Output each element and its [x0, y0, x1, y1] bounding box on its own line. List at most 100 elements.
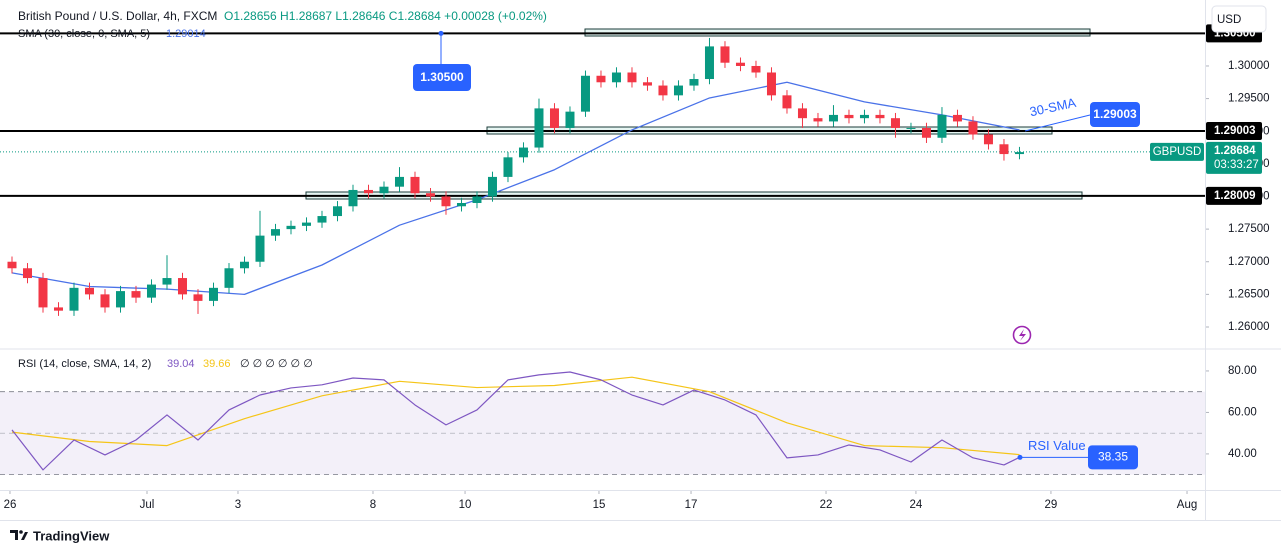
rsi-annotation: RSI Value	[1028, 438, 1086, 453]
candle-body	[766, 72, 776, 96]
level-axis-label: 1.28009	[1214, 190, 1256, 202]
rsi-legend: RSI (14, close, SMA, 14, 2)	[18, 358, 151, 370]
candle-body	[751, 65, 761, 73]
candle-body	[38, 278, 48, 308]
candle-body	[7, 261, 17, 269]
callout-box	[1090, 102, 1140, 127]
level-axis-box	[1206, 186, 1262, 205]
candle-body	[332, 206, 342, 217]
candle-body	[828, 114, 838, 122]
x-tick-label: Jul	[140, 499, 155, 511]
candle-body	[115, 291, 125, 308]
candle-body	[549, 108, 559, 128]
candle-body	[906, 127, 916, 129]
rsi-pane: 38.35 RSI Value	[0, 371, 1205, 476]
candle-body	[348, 189, 358, 207]
y-tick-label: 1.26500	[1228, 288, 1270, 300]
countdown-label: 03:33:27	[1214, 159, 1259, 171]
candle-body	[782, 95, 792, 109]
candle-body	[270, 229, 280, 236]
candle-body	[921, 127, 931, 138]
rsi-legend-extra: ∅ ∅ ∅ ∅ ∅ ∅	[240, 358, 313, 370]
candle-body	[224, 268, 234, 288]
x-tick-label: Aug	[1177, 499, 1197, 511]
candle-body	[208, 287, 218, 301]
currency-label: USD	[1217, 14, 1241, 26]
candle-body	[983, 134, 993, 145]
brand-name: TradingView	[33, 528, 110, 543]
candle-body	[53, 307, 63, 311]
callout-box	[1088, 445, 1138, 470]
y-tick-label: 1.27500	[1228, 223, 1270, 235]
candle-body	[239, 261, 249, 269]
alert-icon[interactable]	[1012, 325, 1032, 345]
sma-legend: SMA (30, close, 0, SMA, 5)	[18, 28, 150, 40]
currency-button[interactable]	[1211, 5, 1267, 33]
callout-dot	[438, 30, 444, 36]
candle-body	[487, 176, 497, 197]
callout-label: 1.29003	[1093, 107, 1137, 121]
candle-body	[534, 108, 544, 148]
candle-body	[689, 79, 699, 86]
last-price-label: 1.28684	[1214, 145, 1256, 157]
candle-body	[301, 222, 311, 226]
candle-body	[394, 176, 404, 187]
logo-mark	[10, 530, 18, 540]
logo-dot	[19, 530, 23, 534]
candle-body	[255, 235, 265, 262]
candle-body	[69, 287, 79, 311]
candle-body	[952, 114, 962, 122]
callout-label: 1.30500	[420, 70, 464, 84]
candle-body	[673, 85, 683, 96]
callout-dot	[1017, 454, 1023, 460]
candle-body	[890, 118, 900, 128]
candle-body	[146, 284, 156, 298]
candle-body	[720, 46, 730, 63]
y-tick-label: 1.26000	[1228, 321, 1270, 333]
candle-body	[968, 121, 978, 135]
candle-body	[813, 118, 823, 122]
candle-body	[565, 111, 575, 128]
candle-body	[844, 114, 854, 119]
callout-stem	[1024, 114, 1091, 132]
last-price-box	[1206, 141, 1262, 174]
ohlc-values: O1.28656 H1.28687 L1.28646 C1.28684 +0.0…	[224, 9, 547, 23]
rsi-line	[11, 371, 1020, 471]
callout-label: 38.35	[1098, 450, 1128, 464]
candle-body	[797, 108, 807, 119]
candle-body	[286, 225, 296, 230]
level-axis-box	[1206, 122, 1262, 141]
candle-body	[735, 62, 745, 66]
candle-body	[642, 82, 652, 86]
candle-body	[704, 46, 714, 80]
alert-bolt	[1019, 329, 1026, 341]
x-tick-label: 3	[235, 499, 241, 511]
candle-body	[472, 196, 482, 204]
y-tick-label: 1.27000	[1228, 256, 1270, 268]
candle-body	[580, 75, 590, 112]
logo-slash	[21, 532, 28, 540]
x-tick-label: 22	[820, 499, 833, 511]
candle-body	[425, 193, 435, 197]
candle-body	[162, 278, 172, 285]
candle-body	[859, 114, 869, 119]
x-tick-label: 26	[4, 499, 17, 511]
legend-backdrop	[0, 6, 800, 28]
candle-body	[503, 157, 513, 177]
x-tick-label: 10	[459, 499, 472, 511]
x-tick-label: 15	[593, 499, 606, 511]
y-tick-label: 60.00	[1228, 406, 1257, 418]
rsi-sma-line	[11, 376, 1020, 456]
candle-body	[379, 186, 389, 194]
sma-legend-value: 1.29014	[166, 28, 206, 40]
candle-body	[611, 72, 621, 83]
x-tick-label: 17	[685, 499, 698, 511]
symbol-box	[1150, 142, 1204, 161]
candle-body	[518, 147, 528, 158]
candle-body	[363, 189, 373, 194]
x-tick-label: 29	[1045, 499, 1058, 511]
callout-box	[413, 64, 471, 91]
